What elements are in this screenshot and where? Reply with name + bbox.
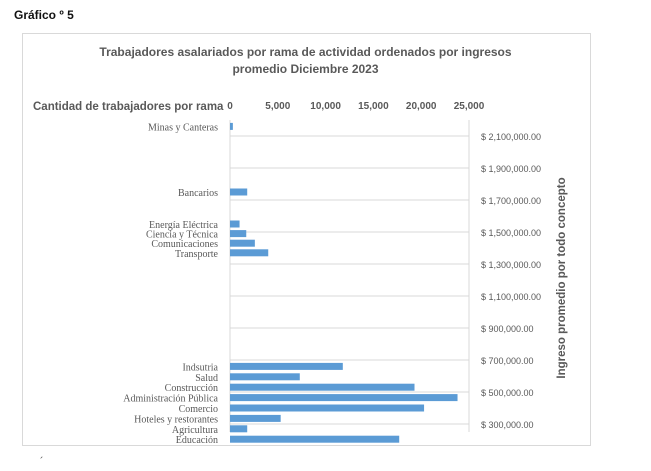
- bar: [230, 404, 425, 412]
- bar: [230, 414, 281, 422]
- x-tick-label: 20,000: [406, 101, 437, 112]
- category-label: Bancarios: [178, 188, 218, 199]
- bar: [230, 394, 458, 402]
- bar: [230, 249, 269, 257]
- bar: [230, 383, 415, 391]
- y-tick-label: $ 2,100,000.00: [481, 132, 541, 142]
- bar: [230, 230, 247, 238]
- category-label: Minas y Canteras: [148, 122, 218, 133]
- category-label: Educación: [176, 435, 218, 446]
- y-tick-label: $ 1,100,000.00: [481, 292, 541, 302]
- footnote: ´: [40, 456, 44, 468]
- category-label: Transporte: [175, 249, 219, 260]
- bar: [230, 188, 248, 196]
- category-label: Indsutria: [182, 362, 218, 373]
- bar: [230, 220, 240, 228]
- category-label: Administración Pública: [123, 394, 218, 405]
- x-tick-label: 10,000: [310, 101, 341, 112]
- category-label: Construcción: [165, 383, 218, 394]
- y-tick-label: $ 900,000.00: [481, 324, 534, 334]
- x-tick-label: 25,000: [454, 101, 485, 112]
- category-label: Comercio: [179, 404, 218, 415]
- y-tick-label: $ 1,700,000.00: [481, 196, 541, 206]
- bar: [230, 362, 343, 370]
- y-tick-label: $ 300,000.00: [481, 420, 534, 430]
- chart-frame: [22, 33, 591, 446]
- chart-title-line1: Trabajadores asalariados por rama de act…: [99, 45, 512, 59]
- category-label: Ciencia y Técnica: [146, 230, 219, 241]
- x-tick-label: 0: [227, 101, 233, 112]
- y-tick-label: $ 500,000.00: [481, 388, 534, 398]
- bar: [230, 425, 248, 433]
- chart-title: Trabajadores asalariados por rama de act…: [22, 44, 589, 78]
- figure-heading: Gráfico º 5: [14, 8, 74, 22]
- x-tick-label: 15,000: [358, 101, 389, 112]
- category-label: Comunicaciones: [151, 239, 218, 250]
- bar: [230, 373, 300, 381]
- chart-title-line2: promedio Diciembre 2023: [232, 62, 379, 76]
- bar: [230, 239, 255, 247]
- y-tick-label: $ 1,900,000.00: [481, 164, 541, 174]
- y-tick-label: $ 1,300,000.00: [481, 260, 541, 270]
- category-label: Agricultura: [172, 425, 219, 436]
- category-label: Salud: [195, 373, 218, 384]
- x-axis-title: Cantidad de trabajadores por rama: [33, 101, 224, 113]
- y-tick-label: $ 700,000.00: [481, 356, 534, 366]
- bar: [230, 435, 400, 443]
- y-tick-label: $ 1,500,000.00: [481, 228, 541, 238]
- category-label: Hoteles y restorantes: [134, 414, 218, 425]
- bar: [230, 122, 233, 130]
- category-label: Energía Eléctrica: [149, 220, 219, 231]
- x-tick-label: 5,000: [265, 101, 290, 112]
